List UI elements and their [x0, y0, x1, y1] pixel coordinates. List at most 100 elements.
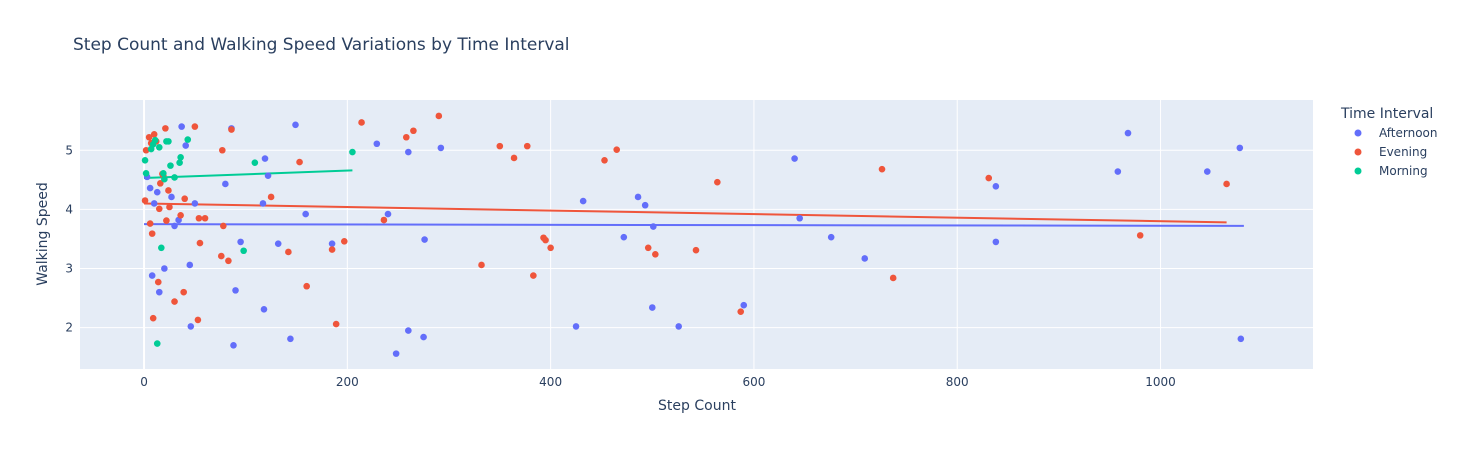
data-point-afternoon	[153, 188, 161, 196]
chart-title: Step Count and Walking Speed Variations …	[73, 35, 570, 55]
data-point-afternoon	[328, 240, 336, 247]
data-point-afternoon	[287, 335, 294, 343]
data-point-afternoon	[373, 140, 381, 148]
data-point-evening	[267, 193, 275, 201]
legend-label-afternoon: Afternoon	[1379, 126, 1438, 140]
data-point-afternoon	[292, 121, 299, 129]
data-point-evening	[177, 211, 184, 219]
data-point-afternoon	[675, 323, 683, 330]
x-tick-label: 400	[539, 375, 562, 389]
data-point-evening	[148, 230, 156, 237]
trendline-evening	[144, 202, 1227, 224]
data-point-evening	[530, 272, 537, 279]
y-tick-label: 3	[65, 261, 73, 275]
data-point-morning	[240, 247, 247, 255]
data-point-afternoon	[260, 305, 268, 313]
data-point-evening	[166, 203, 173, 211]
data-point-evening	[358, 119, 365, 126]
data-point-evening	[523, 142, 531, 150]
data-point-evening	[985, 174, 993, 182]
trendline-afternoon	[144, 223, 1244, 227]
y-axis-ticks: 2 3 4 5	[65, 143, 73, 334]
data-point-afternoon	[155, 288, 163, 296]
data-point-evening	[217, 252, 225, 260]
data-point-evening	[155, 205, 163, 213]
data-point-afternoon	[1237, 335, 1245, 343]
data-point-afternoon	[579, 197, 587, 205]
data-point-evening	[547, 244, 554, 252]
points-layer	[141, 112, 1245, 357]
data-point-morning	[158, 244, 165, 252]
data-point-afternoon	[1124, 129, 1132, 137]
data-point-evening	[332, 320, 340, 328]
data-point-afternoon	[168, 193, 175, 201]
data-point-evening	[201, 214, 209, 222]
data-point-morning	[167, 162, 174, 169]
data-point-evening	[181, 195, 188, 203]
data-point-afternoon	[421, 236, 428, 243]
data-point-evening	[340, 237, 348, 245]
trendline-morning	[144, 169, 353, 180]
data-point-afternoon	[259, 200, 267, 207]
data-point-evening	[601, 157, 608, 164]
x-tick-label: 0	[140, 375, 148, 389]
data-point-afternoon	[161, 265, 168, 272]
data-point-evening	[225, 257, 232, 265]
x-tick-label: 1000	[1145, 375, 1176, 389]
data-point-evening	[613, 146, 621, 153]
legend-label-morning: Morning	[1379, 164, 1428, 178]
data-point-afternoon	[992, 238, 1000, 246]
data-point-morning	[165, 138, 172, 145]
data-point-evening	[145, 133, 153, 141]
data-point-morning	[153, 340, 161, 347]
data-point-morning	[161, 175, 168, 183]
data-point-evening	[1223, 180, 1230, 188]
data-point-afternoon	[178, 123, 185, 130]
x-tick-label: 600	[742, 375, 765, 389]
data-point-afternoon	[649, 223, 657, 230]
data-point-evening	[644, 244, 652, 252]
data-point-evening	[328, 246, 336, 253]
data-point-evening	[191, 123, 199, 130]
data-point-evening	[195, 214, 203, 222]
data-point-morning	[184, 136, 192, 143]
y-axis-label: Walking Speed	[35, 182, 51, 286]
data-point-morning	[349, 148, 356, 156]
data-point-afternoon	[302, 210, 309, 218]
legend-marker-evening	[1354, 148, 1362, 156]
y-tick-label: 4	[65, 202, 73, 216]
data-point-morning	[251, 159, 259, 166]
data-point-afternoon	[230, 342, 237, 349]
data-point-afternoon	[148, 272, 156, 279]
data-point-afternoon	[420, 333, 427, 341]
data-point-afternoon	[392, 350, 400, 357]
data-point-morning	[171, 174, 178, 181]
x-tick-label: 200	[336, 375, 359, 389]
data-point-evening	[194, 316, 202, 324]
data-point-evening	[180, 288, 187, 296]
x-axis-ticks: 0 200 400 600 800 1000	[140, 375, 1176, 389]
data-point-afternoon	[274, 240, 282, 247]
data-point-morning	[160, 170, 167, 177]
data-point-evening	[228, 126, 235, 133]
legend-title: Time Interval	[1340, 106, 1433, 122]
data-point-morning	[155, 143, 163, 151]
legend-marker-afternoon	[1354, 129, 1362, 137]
data-point-evening	[157, 180, 164, 187]
data-point-afternoon	[187, 323, 195, 330]
data-point-evening	[652, 251, 659, 258]
data-point-evening	[878, 165, 886, 173]
data-point-evening	[171, 298, 178, 305]
data-point-afternoon	[405, 327, 412, 334]
data-point-evening	[146, 220, 154, 227]
data-point-afternoon	[261, 155, 269, 162]
data-point-afternoon	[384, 210, 392, 218]
data-point-evening	[220, 222, 227, 230]
data-point-evening	[737, 308, 745, 315]
data-point-morning	[177, 154, 184, 161]
data-point-evening	[714, 178, 721, 186]
data-point-afternoon	[222, 180, 229, 188]
data-point-afternoon	[620, 233, 628, 241]
data-point-evening	[165, 187, 172, 194]
